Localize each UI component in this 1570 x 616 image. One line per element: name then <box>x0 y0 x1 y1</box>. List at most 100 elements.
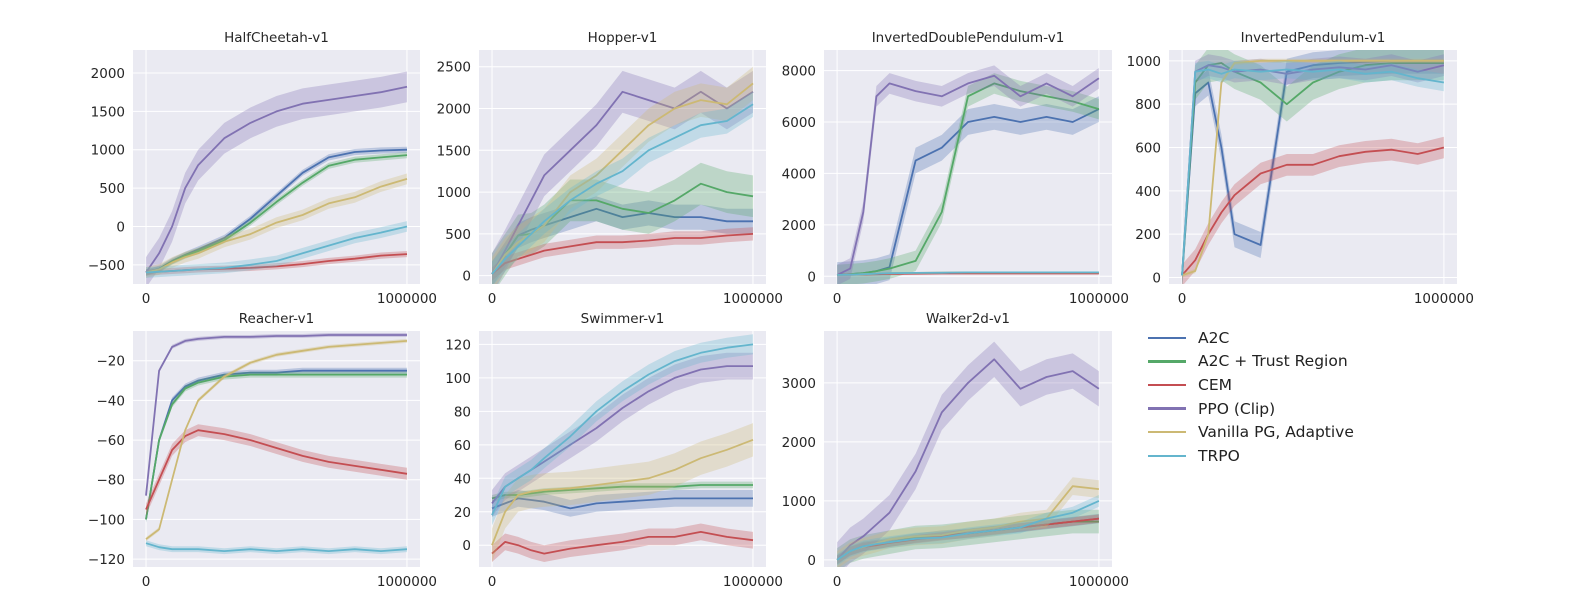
y-tick-label: 2000 <box>437 102 471 118</box>
panel-inverteddoublependulum-v1: 0 2000 4000 6000 8000 0 1000000 InvertedDoubleP… <box>782 30 1129 307</box>
panel-reacher-v1: −120 −100 −80 −60 −40 −20 0 1000000 Reacher-v1 <box>88 311 437 590</box>
y-tick-label: 1000 <box>91 143 125 159</box>
y-tick-label: 1000 <box>1127 54 1161 70</box>
y-tick-label: 200 <box>1135 227 1161 243</box>
series-band-a2c <box>1182 50 1444 284</box>
y-tick-label: 600 <box>1135 141 1161 157</box>
legend-swatch <box>1148 360 1186 363</box>
x-tick-label: 1000000 <box>377 574 437 590</box>
series-band-ppo-clip <box>837 65 1099 284</box>
y-tick-label: 60 <box>454 438 471 454</box>
legend-item-vanilla-pg-adaptive: Vanilla PG, Adaptive <box>1148 420 1354 444</box>
plot-area <box>836 341 1100 567</box>
axes-background <box>479 331 766 567</box>
y-tick-label: 2000 <box>782 218 816 234</box>
y-tick-label: 2000 <box>91 66 125 82</box>
y-tick-label: 0 <box>807 553 816 569</box>
series-line-ppo-clip <box>145 334 407 496</box>
panel-swimmer-v1: 0 20 40 60 80 100 120 0 1000000 Swimmer-v1 <box>445 311 783 590</box>
series-line-trpo <box>491 343 754 516</box>
x-tick-label: 1000000 <box>723 574 783 590</box>
x-tick-label: 1000000 <box>1069 574 1129 590</box>
y-tick-label: 80 <box>454 404 471 420</box>
legend-item-cem: CEM <box>1148 373 1354 397</box>
series-band-trpo <box>492 91 753 284</box>
series-line-vanilla-pg-adaptive <box>491 82 754 275</box>
series-band-a2c-trust-region <box>1182 50 1444 284</box>
y-tick-label: −500 <box>88 258 125 274</box>
legend-label: A2C + Trust Region <box>1198 352 1348 371</box>
legend-label: Vanilla PG, Adaptive <box>1198 423 1354 442</box>
x-tick-label: 0 <box>833 574 842 590</box>
y-tick-label: −80 <box>97 473 126 489</box>
series-line-vanilla-pg-adaptive <box>1181 59 1444 277</box>
y-tick-label: 0 <box>462 538 471 554</box>
axes-background <box>824 50 1112 284</box>
series-band-a2c <box>492 490 753 517</box>
x-tick-label: 0 <box>142 574 151 590</box>
legend-swatch <box>1148 407 1186 410</box>
legend-label: PPO (Clip) <box>1198 399 1276 418</box>
x-tick-label: 0 <box>488 574 497 590</box>
series-band-trpo <box>837 495 1099 566</box>
y-tick-label: 500 <box>99 181 125 197</box>
series-band-a2c <box>492 196 753 284</box>
axes-background <box>1169 50 1457 284</box>
legend: A2C A2C + Trust Region CEM PPO (Clip) Va… <box>1148 326 1354 468</box>
y-tick-label: −100 <box>88 512 125 528</box>
series-band-ppo-clip <box>492 352 753 517</box>
series-line-trpo <box>1181 68 1445 276</box>
series-line-vanilla-pg-adaptive <box>491 438 754 546</box>
series-band-a2c-trust-region <box>837 73 1099 284</box>
legend-swatch <box>1148 336 1186 340</box>
y-tick-label: 100 <box>445 371 471 387</box>
plot-area <box>836 65 1100 284</box>
panel-walker2d-v1: 0 1000 2000 3000 0 1000000 Walker2d-v1 <box>782 311 1129 590</box>
chart-title: Reacher-v1 <box>239 311 314 327</box>
series-line-a2c <box>145 369 407 520</box>
series-line-a2c-trust-region <box>491 182 754 275</box>
series-line-vanilla-pg-adaptive <box>145 178 408 274</box>
series-band-cem <box>146 424 407 516</box>
series-band-a2c-trust-region <box>837 509 1099 567</box>
chart-title: Walker2d-v1 <box>926 311 1010 327</box>
series-band-ppo-clip <box>492 70 753 284</box>
series-band-ppo-clip <box>1182 54 1444 284</box>
plot-area <box>145 333 408 555</box>
plot-area <box>491 66 754 284</box>
legend-item-trpo: TRPO <box>1148 444 1354 468</box>
legend-label: TRPO <box>1198 446 1240 465</box>
y-tick-label: 1500 <box>437 143 471 159</box>
legend-item-a2c-trust-region: A2C + Trust Region <box>1148 350 1354 374</box>
y-tick-label: 1000 <box>782 494 816 510</box>
series-line-a2c <box>491 497 753 510</box>
plot-area <box>491 334 754 562</box>
panel-hopper-v1: 0 500 1000 1500 2000 2500 0 1000000 Hopper-v1 <box>437 30 783 307</box>
y-tick-label: 120 <box>445 337 471 353</box>
y-tick-label: 0 <box>462 269 471 285</box>
x-tick-label: 1000000 <box>723 291 783 307</box>
x-tick-label: 0 <box>1178 291 1187 307</box>
x-tick-label: 0 <box>488 291 497 307</box>
y-tick-label: 0 <box>116 219 125 235</box>
x-tick-label: 0 <box>142 291 151 307</box>
chart-title: HalfCheetah-v1 <box>224 30 329 46</box>
chart-title: InvertedDoublePendulum-v1 <box>872 30 1065 46</box>
series-line-a2c-trust-region <box>837 82 1100 276</box>
x-tick-label: 1000000 <box>377 291 437 307</box>
y-tick-label: 1500 <box>91 104 125 120</box>
y-tick-label: 2000 <box>782 435 816 451</box>
series-line-trpo <box>836 500 1100 561</box>
axes-background <box>133 50 420 284</box>
series-band-cem <box>1182 136 1444 284</box>
series-band-cem <box>492 227 753 281</box>
legend-swatch <box>1148 454 1186 458</box>
y-tick-label: −120 <box>88 552 125 568</box>
y-tick-label: 8000 <box>782 64 816 80</box>
series-band-vanilla-pg-adaptive <box>837 477 1099 567</box>
series-line-trpo <box>145 225 408 274</box>
series-line-a2c-trust-region <box>145 373 407 520</box>
series-band-trpo <box>146 221 407 278</box>
y-tick-label: 400 <box>1135 184 1161 200</box>
